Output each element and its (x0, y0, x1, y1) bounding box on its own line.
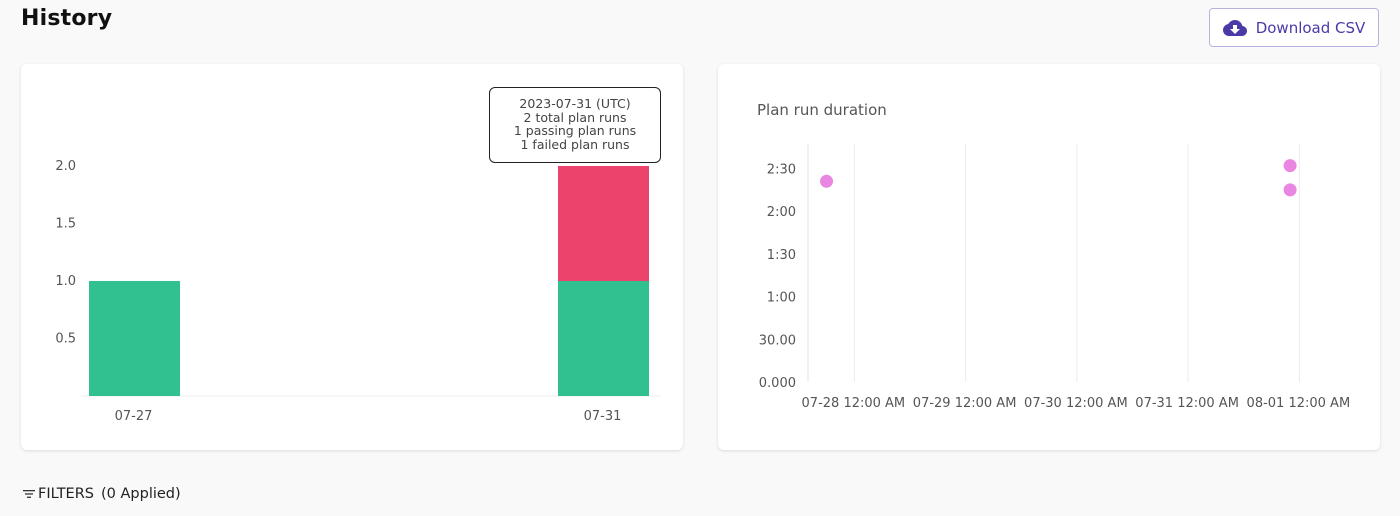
filters-applied-count: (0 Applied) (101, 486, 181, 502)
filters-toggle[interactable]: FILTERS (0 Applied) (22, 486, 181, 502)
page-title: History (21, 6, 113, 31)
filter-icon (22, 487, 36, 501)
y-tick-label: 2:00 (767, 205, 796, 220)
y-tick-label: 1.0 (55, 274, 76, 289)
duration-point (1283, 159, 1297, 173)
duration-point (1283, 183, 1297, 197)
bar-passing (558, 281, 649, 396)
tooltip-passing: 1 passing plan runs (513, 123, 637, 138)
y-tick-label: 1:30 (767, 248, 796, 263)
x-tick-label: 07-28 12:00 AM (802, 396, 906, 411)
y-tick-label: 0.000 (759, 376, 796, 391)
y-tick-label: 30.00 (759, 333, 796, 348)
y-tick-label: 2.0 (55, 159, 76, 174)
y-tick-label: 0.5 (55, 332, 76, 347)
plan-runs-bar-chart: 0.5 1.0 1.5 2.0 07-27 07-31 (55, 159, 661, 424)
tooltip-failed: 1 failed plan runs (520, 136, 630, 152)
download-csv-button[interactable]: Download CSV (1209, 8, 1379, 47)
x-tick-label: 07-27 (115, 409, 153, 424)
bar-failed (558, 166, 649, 281)
cloud-download-icon (1222, 16, 1247, 40)
x-tick-label: 07-31 (584, 409, 622, 424)
bar-tooltip: 2023-07-31 (UTC) 2 total plan runs 1 pas… (489, 87, 661, 163)
y-tick-label: 1:00 (767, 291, 796, 306)
tooltip-total: 2 total plan runs (523, 109, 627, 125)
x-tick-label: 07-29 12:00 AM (913, 396, 1017, 411)
filters-label: FILTERS (38, 486, 94, 502)
plan-runs-chart-card: 0.5 1.0 1.5 2.0 07-27 07-31 2023-07-31 (UTC) … (21, 64, 683, 450)
plan-run-duration-chart: Plan run duration 0.000 30.00 1:00 1:30 2:00 2… (757, 101, 1351, 411)
x-tick-label: 07-31 12:00 AM (1135, 396, 1239, 411)
plan-run-duration-card: Plan run duration 0.000 30.00 1:00 1:30 2:00 2… (718, 64, 1380, 450)
download-csv-label: Download CSV (1255, 18, 1366, 37)
y-tick-label: 1.5 (55, 217, 76, 232)
chart-title: Plan run duration (757, 101, 887, 119)
y-tick-label: 2:30 (767, 163, 796, 178)
x-tick-label: 08-01 12:00 AM (1247, 396, 1351, 411)
duration-point (820, 174, 834, 188)
tooltip-date: 2023-07-31 (UTC) (519, 96, 631, 111)
x-tick-label: 07-30 12:00 AM (1024, 396, 1128, 411)
bar-passing (89, 281, 180, 396)
